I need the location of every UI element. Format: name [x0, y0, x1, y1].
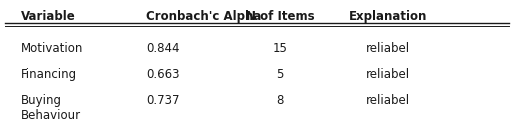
Text: Cronbach'c Alpha: Cronbach'c Alpha — [146, 10, 262, 23]
Text: 5: 5 — [277, 68, 284, 81]
Text: 0.844: 0.844 — [146, 42, 180, 55]
Text: 0.663: 0.663 — [146, 68, 180, 81]
Text: Explanation: Explanation — [349, 10, 427, 23]
Text: reliabel: reliabel — [366, 94, 410, 107]
Text: reliabel: reliabel — [366, 68, 410, 81]
Text: 0.737: 0.737 — [146, 94, 180, 107]
Text: Variable: Variable — [21, 10, 76, 23]
Text: 8: 8 — [277, 94, 284, 107]
Text: Motivation: Motivation — [21, 42, 83, 55]
Text: Buying
Behaviour: Buying Behaviour — [21, 94, 81, 122]
Text: reliabel: reliabel — [366, 42, 410, 55]
Text: 15: 15 — [273, 42, 287, 55]
Text: N of Items: N of Items — [246, 10, 315, 23]
Text: Financing: Financing — [21, 68, 77, 81]
